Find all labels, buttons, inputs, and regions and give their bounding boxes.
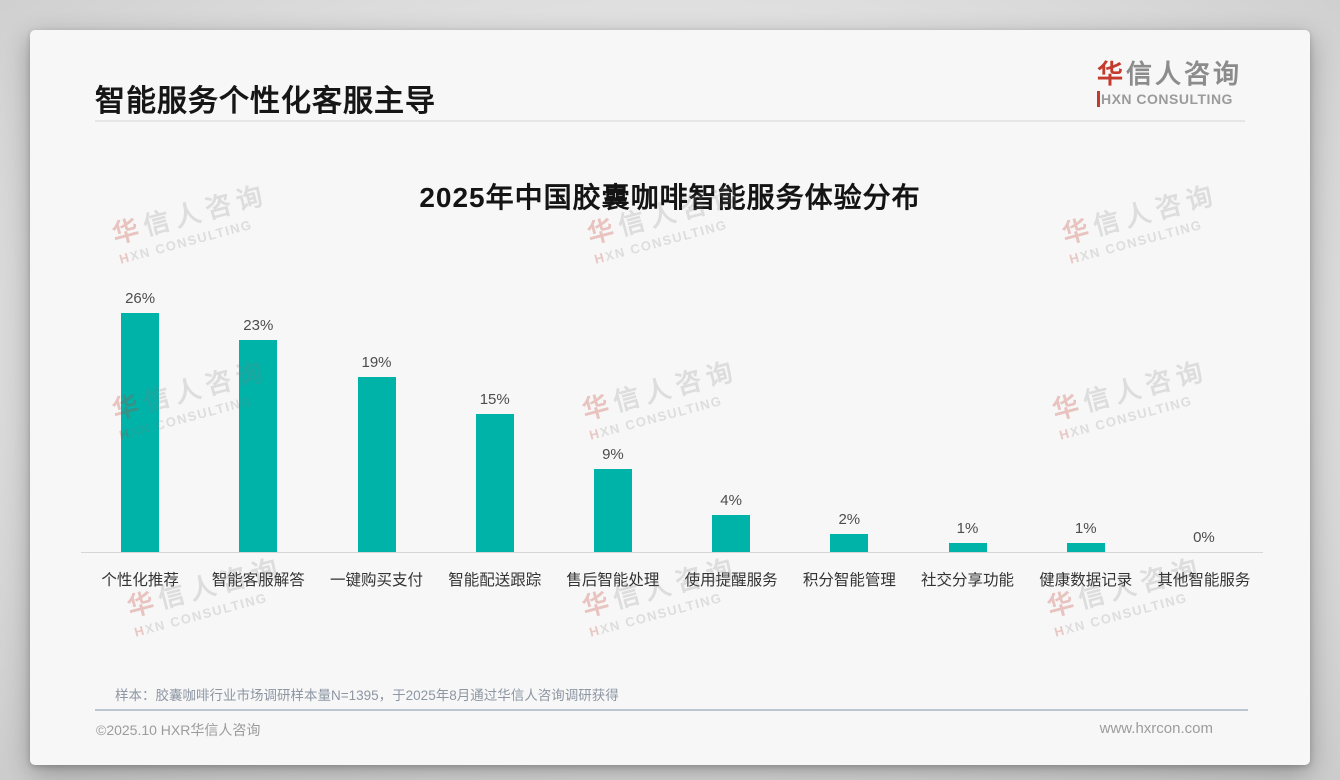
watermark-line2: HXN CONSULTING — [132, 589, 269, 640]
page-title: 智能服务个性化客服主导 — [95, 85, 436, 118]
bar-column: 4% — [672, 288, 790, 552]
watermark-line2: HXN CONSULTING — [1052, 589, 1189, 640]
brand-logo-cn: 华信人咨询 — [1097, 60, 1242, 89]
bar — [712, 515, 751, 552]
bar-value-label: 15% — [479, 391, 510, 408]
website-url: www.hxrcon.com — [1099, 720, 1213, 737]
brand-logo-en: HXN CONSULTING — [1096, 90, 1242, 107]
watermark-line2: HXN CONSULTING — [587, 589, 724, 640]
bar — [830, 533, 869, 552]
bar-value-label: 26% — [125, 289, 156, 307]
x-axis-label: 积分智能管理 — [802, 572, 896, 589]
bar — [593, 469, 632, 552]
chart-title: 2025年中国胶囊咖啡智能服务体验分布 — [419, 182, 921, 213]
x-axis-label: 个性化推荐 — [101, 572, 179, 589]
bar-plot: 26% 23% 19% 15% 9% 4% 2% 1% 1% 0% — [81, 288, 1263, 552]
x-axis-label: 社交分享功能 — [921, 572, 1015, 589]
bar-value-label: 19% — [361, 354, 392, 372]
watermark-line2: HXN CONSULTING — [1067, 216, 1204, 267]
brand-logo: 华信人咨询 HXN CONSULTING — [1096, 60, 1242, 107]
bar-column: 1% — [908, 288, 1026, 552]
x-axis-label: 智能客服解答 — [211, 572, 305, 589]
x-axis-label: 其他智能服务 — [1157, 572, 1251, 589]
bar-value-label: 2% — [838, 510, 861, 528]
bar-value-label: 1% — [1074, 519, 1097, 537]
bar-value-label: 9% — [602, 446, 624, 464]
bar-value-label: 23% — [243, 317, 274, 335]
slide-card: 智能服务个性化客服主导 华信人咨询 HXN CONSULTING 2025年中国… — [30, 30, 1310, 765]
footer-divider — [95, 709, 1248, 711]
watermark-line2: HXN CONSULTING — [592, 216, 729, 267]
bar-value-label: 1% — [956, 519, 979, 537]
bar — [239, 340, 278, 552]
bar — [1066, 542, 1105, 552]
bar-column: 26% — [81, 288, 199, 552]
x-axis-label: 售后智能处理 — [566, 572, 660, 589]
sample-footnote: 样本：胶囊咖啡行业市场调研样本量N=1395，于2025年8月通过华信人咨询调研… — [115, 688, 619, 703]
x-axis-line — [81, 552, 1263, 553]
brand-watermark: 华信人咨询 HXN CONSULTING — [1043, 547, 1211, 640]
copyright-text: ©2025.10 HXR华信人咨询 — [96, 722, 261, 738]
bar — [475, 414, 514, 552]
bar — [121, 312, 160, 552]
x-axis-label: 健康数据记录 — [1039, 572, 1133, 589]
brand-watermark: 华信人咨询 HXN CONSULTING — [578, 547, 746, 640]
bar-value-label: 4% — [720, 492, 742, 510]
bar-column: 15% — [436, 288, 554, 552]
x-axis-label: 智能配送跟踪 — [448, 572, 542, 589]
brand-watermark: 华信人咨询 HXN CONSULTING — [123, 547, 291, 640]
bar-column: 0% — [1145, 288, 1263, 552]
x-axis-label: 一键购买支付 — [330, 572, 424, 589]
bar-column: 2% — [790, 288, 908, 552]
bar-column: 19% — [317, 288, 435, 552]
bar — [948, 542, 987, 552]
brand-logo-cn-rest: 信人咨询 — [1125, 59, 1242, 89]
bar-value-label: 0% — [1193, 529, 1215, 546]
bar — [357, 377, 396, 552]
brand-logo-en-rest: XN CONSULTING — [1111, 90, 1233, 107]
brand-logo-cn-first: 华 — [1096, 59, 1126, 89]
watermark-line2: HXN CONSULTING — [117, 216, 254, 267]
bar-column: 23% — [199, 288, 317, 552]
bar-column: 1% — [1027, 288, 1145, 552]
x-axis-labels: 个性化推荐 智能客服解答 一键购买支付 智能配送跟踪 售后智能处理 使用提醒服务 积分智能管… — [81, 568, 1263, 590]
header-divider — [95, 120, 1245, 122]
brand-logo-en-first: H — [1096, 90, 1112, 107]
bar-column: 9% — [554, 288, 672, 552]
x-axis-label: 使用提醒服务 — [684, 572, 778, 589]
